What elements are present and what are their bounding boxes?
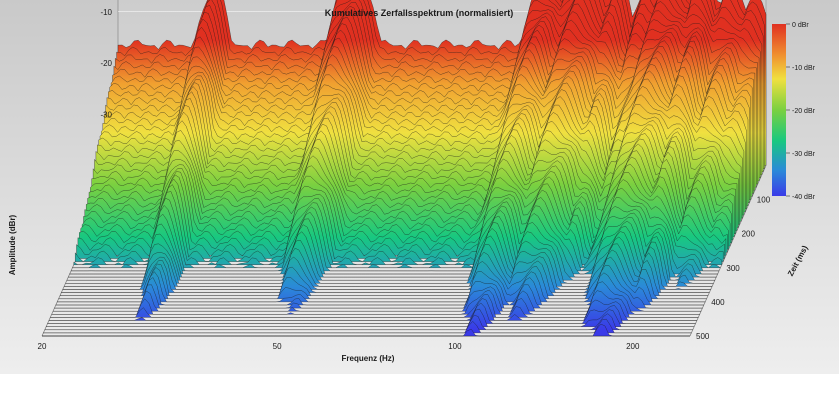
chart-title: Kumulatives Zerfallsspektrum (normalisie… [325,8,514,18]
x-tick-label: 50 [273,342,282,351]
colorbar-tick-label: 0 dBr [792,22,809,29]
x-tick-label: 200 [626,342,640,351]
colorbar-tick-label: -20 dBr [792,108,816,115]
z-tick-label: 300 [726,264,740,273]
colorbar-tick-label: -40 dBr [792,194,816,201]
decay-slice [50,290,699,318]
decay-slice [61,231,710,293]
x-tick-label: 20 [38,342,47,351]
z-tick-label: 400 [711,298,725,307]
decay-slice [43,318,692,334]
colorbar: 0 dBr -10 dBr -20 dBr -30 dBr -40 dBr [772,22,816,201]
decay-slice [53,272,702,312]
decay-slice [46,308,695,327]
decay-slice [47,302,696,324]
x-axis-label: Frequenz (Hz) [342,354,395,363]
waterfall-chart: 20501002000-10-20-300100200300400500 Kum… [0,0,839,374]
waterfall-surface [42,0,767,337]
decay-slice [42,323,690,337]
decay-slice [48,298,697,321]
chart-svg: 20501002000-10-20-300100200300400500 Kum… [0,0,839,374]
decay-slice [60,236,708,296]
x-tick-label: 100 [448,342,462,351]
y-axis-label: Amplitude (dBr) [8,214,17,275]
decay-slice [44,313,693,331]
axis-ticks: 20501002000-10-20-300100200300400500 [38,8,777,351]
decay-slice [51,281,700,315]
z-tick-label: 100 [757,196,771,205]
colorbar-tick-label: -30 dBr [792,151,816,158]
y-tick-label: -30 [100,110,112,119]
colorbar-gradient [772,24,786,196]
y-tick-label: -10 [100,8,112,17]
z-tick-label: 500 [696,332,710,341]
z-tick-label: 200 [742,230,756,239]
colorbar-tick-label: -10 dBr [792,65,816,72]
y-tick-label: -20 [100,59,112,68]
right-depth-edge [689,165,767,337]
